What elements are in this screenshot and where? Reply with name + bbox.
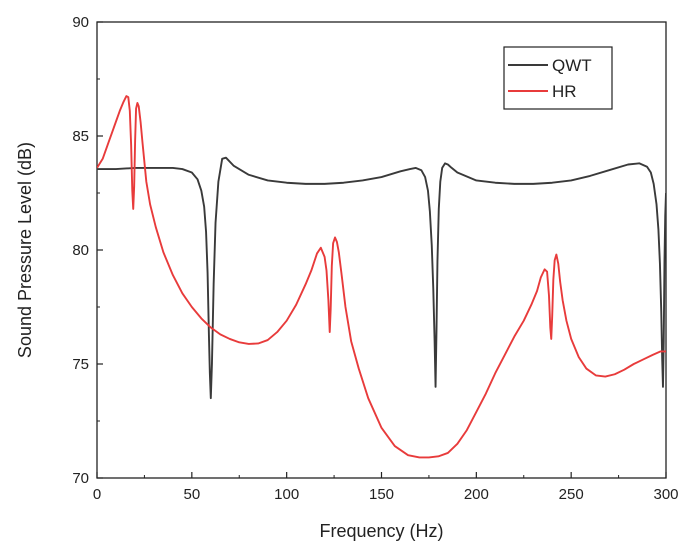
x-axis-label: Frequency (Hz) (319, 521, 443, 541)
x-tick-label: 300 (653, 486, 678, 503)
y-tick-label: 75 (72, 356, 89, 373)
x-tick-label: 200 (464, 486, 489, 503)
legend-box (503, 46, 613, 110)
y-axis-label: Sound Pressure Level (dB) (15, 142, 35, 358)
x-tick-label: 0 (93, 486, 101, 503)
y-tick-label: 80 (72, 242, 89, 259)
series-line-qwt (97, 156, 666, 400)
y-tick-label: 90 (72, 14, 89, 31)
series-line-hr (97, 95, 666, 459)
series-layer (97, 95, 666, 459)
x-axis-ticks: 0 50 100 150 200 250 300 (93, 472, 679, 503)
x-tick-label: 150 (369, 486, 394, 503)
y-tick-label: 85 (72, 128, 89, 145)
y-tick-label: 70 (72, 470, 89, 487)
x-tick-label: 250 (559, 486, 584, 503)
legend-label-hr: HR (552, 82, 577, 101)
legend-label-qwt: QWT (552, 56, 592, 75)
y-axis-ticks: 70 75 80 85 90 (72, 14, 103, 487)
x-tick-label: 50 (183, 486, 200, 503)
x-tick-label: 100 (274, 486, 299, 503)
legend: QWT HR (503, 46, 613, 110)
